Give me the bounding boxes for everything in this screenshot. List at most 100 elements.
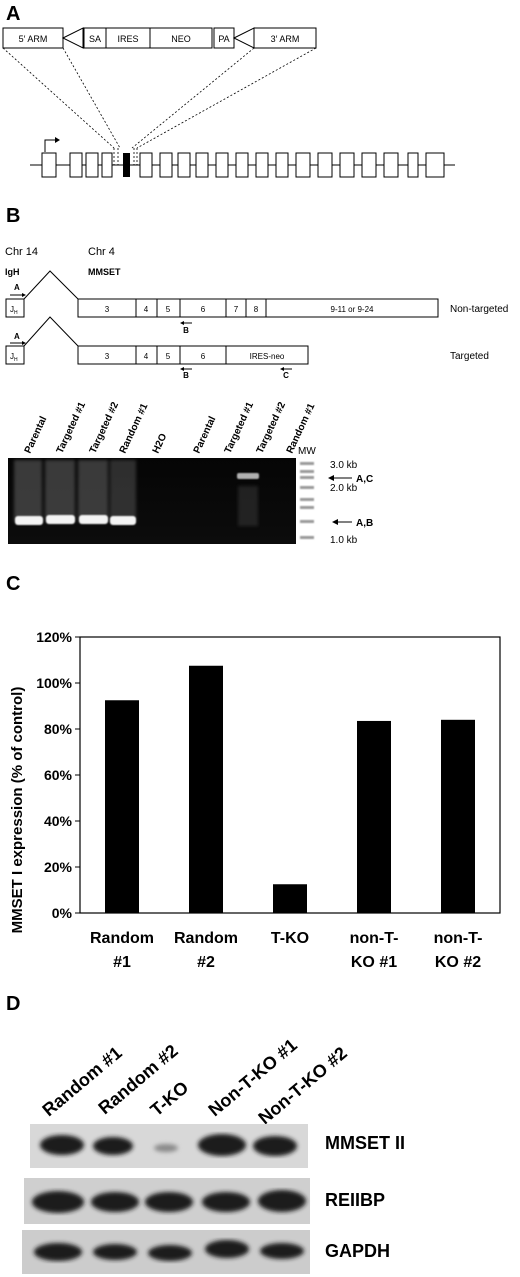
row-label-targeted: Targeted [450, 351, 489, 362]
bar [273, 884, 307, 913]
x-tick-label: Random [90, 930, 154, 947]
bands-reiibp [32, 1190, 306, 1213]
mw-2kb: 2.0 kb [330, 483, 358, 494]
targeted-exon-black [123, 153, 130, 177]
blot-label-reiibp: REIIBP [325, 1190, 386, 1210]
transcription-start-arrow [44, 139, 55, 152]
mw-label: MW [298, 446, 316, 457]
svg-text:6: 6 [201, 305, 206, 314]
locus-exon [159, 152, 173, 178]
mw-3kb: 3.0 kb [330, 460, 358, 471]
x-tick-label: KO #1 [351, 954, 397, 971]
svg-text:3: 3 [105, 305, 110, 314]
primer-b-label-top: B [183, 326, 189, 335]
band-parental [15, 516, 43, 525]
band-random-1 [110, 516, 136, 525]
band-targeted-2 [79, 515, 108, 524]
translocation-schematic: Chr 14 Chr 4 IgH MMSET A JH 3 4 5 6 7 8 … [5, 246, 508, 380]
gel-lane-label: Targeted #2 [255, 400, 289, 455]
gel-lane-label: H2O [151, 432, 170, 455]
jh-label-top: JH [10, 305, 18, 316]
svg-text:4: 4 [144, 305, 149, 314]
chart-y-axis-label: MMSET I expression (% of control) [9, 687, 26, 934]
locus-exon [177, 152, 191, 178]
locus-exons [41, 152, 445, 178]
blot-label-gapdh: GAPDH [325, 1241, 391, 1261]
blot-label-mmset-ii: MMSET II [325, 1133, 405, 1153]
y-tick-label: 20% [44, 859, 73, 875]
construct-label-3arm: 3′ ARM [271, 34, 300, 44]
panel-b-label: B [6, 205, 21, 227]
homology-guide-lines [2, 47, 317, 149]
x-tick-label: Random [174, 930, 238, 947]
svg-text:7: 7 [234, 305, 239, 314]
band-ab-label: A,B [356, 518, 373, 529]
y-tick-label: 120% [36, 629, 72, 645]
svg-text:5: 5 [166, 352, 171, 361]
locus-exon [41, 152, 57, 178]
locus-exon [295, 152, 311, 178]
svg-text:9-11 or 9-24: 9-11 or 9-24 [331, 305, 375, 314]
bar [357, 720, 391, 913]
svg-text:8: 8 [254, 305, 259, 314]
svg-text:5: 5 [166, 305, 171, 314]
y-tick-label: 0% [52, 905, 73, 921]
primer-c-label: C [283, 371, 289, 380]
gel-lane-label: Targeted #1 [223, 400, 257, 455]
chart-x-labels: Random #1 Random #2 T-KO non-T- KO #1 non-T- KO … [90, 930, 482, 971]
svg-text:IRES-neo: IRES-neo [250, 352, 285, 361]
chart-plot-frame [79, 636, 501, 914]
svg-text:3: 3 [105, 352, 110, 361]
locus-exon [255, 152, 269, 178]
gel-lane-label: Random #1 [118, 401, 151, 455]
primer-b-label-bottom: B [183, 371, 189, 380]
gel-bands-ab [15, 515, 136, 525]
western-blot [22, 1124, 310, 1274]
band-ac-targeted-1 [237, 473, 259, 479]
bar [189, 665, 223, 913]
x-tick-label: non-T- [350, 930, 399, 947]
locus-exon [317, 152, 333, 178]
construct-label-5arm: 5′ ARM [19, 34, 48, 44]
locus-exon [339, 152, 355, 178]
band-targeted-1 [46, 515, 75, 524]
gel-lane-label: Targeted #1 [55, 400, 89, 455]
x-tick-label: T-KO [271, 930, 309, 947]
bands-mmset-ii [40, 1134, 297, 1156]
loxp-triangle-left [61, 27, 84, 49]
construct-label-ires: IRES [117, 34, 138, 44]
x-tick-label: non-T- [434, 930, 483, 947]
igh-label: IgH [5, 267, 20, 277]
y-tick-label: 100% [36, 675, 72, 691]
gel-lane-label: Targeted #2 [88, 400, 122, 455]
gel-lane-label: Parental [23, 415, 50, 456]
panel-c-label: C [6, 573, 21, 595]
panel-d-label: D [6, 993, 21, 1015]
construct-label-pa: PA [218, 34, 229, 44]
bands-gapdh [34, 1240, 304, 1261]
chart-bars [105, 665, 475, 913]
construct-label-neo: NEO [171, 34, 191, 44]
locus-exon [425, 152, 445, 178]
panel-a-label: A [6, 3, 21, 25]
primer-a-label-top: A [14, 283, 20, 292]
bar [441, 719, 475, 913]
jh-label-bottom: JH [10, 352, 18, 363]
construct-3arm-box [253, 27, 317, 49]
x-tick-label: #2 [197, 954, 215, 971]
x-tick-label: #1 [113, 954, 131, 971]
locus-exon [407, 152, 419, 178]
locus-exon [235, 152, 249, 178]
svg-text:4: 4 [144, 352, 149, 361]
locus-exon [361, 152, 377, 178]
chr14-label: Chr 14 [5, 246, 38, 258]
mmset-label: MMSET [88, 267, 121, 277]
x-tick-label: KO #2 [435, 954, 481, 971]
locus-exon [195, 152, 209, 178]
locus-exon [101, 152, 113, 178]
locus-exon [275, 152, 289, 178]
mmset-expression-chart: MMSET I expression (% of control) 0% 20% 4… [9, 629, 501, 971]
svg-text:6: 6 [201, 352, 206, 361]
